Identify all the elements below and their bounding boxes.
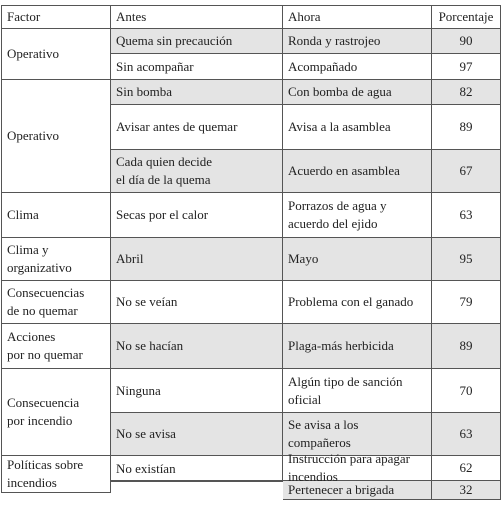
ahora-cell: Mayo [283,238,432,281]
porcentaje-cell: 97 [432,54,501,80]
porcentaje-cell: 90 [432,29,501,54]
antes-cell: No existían [111,456,283,481]
header-cell: Factor [1,5,111,29]
factor-cell: Clima y organizativo [1,238,111,281]
ahora-cell: Instrucción para apagar incendios [283,451,432,484]
antes-cell: Quema sin precaución [111,29,283,54]
porcentaje-cell: 89 [432,324,501,369]
porcentaje-cell: 95 [432,238,501,281]
antes-cell: Secas por el calor [111,193,283,238]
porcentaje-cell: 79 [432,281,501,324]
porcentaje-cell: 89 [432,105,501,150]
ahora-cell: Algún tipo de sanción oficial [283,369,432,413]
ahora-cell: Ronda y rastrojeo [283,29,432,54]
ahora-cell: Avisa a la asamblea [283,105,432,150]
antes-cell: Abril [111,238,283,281]
porcentaje-cell: 67 [432,150,501,193]
ahora-cell: Plaga-más herbicida [283,324,432,369]
porcentaje-cell: 63 [432,193,501,238]
header-cell: Porcentaje [432,5,501,29]
antes-cell: No se veían [111,281,283,324]
porcentaje-cell: 62 [432,456,501,481]
antes-cell: Sin bomba [111,80,283,105]
factor-cell: Clima [1,193,111,238]
antes-cell: Avisar antes de quemar [111,105,283,150]
factor-cell: Operativo [1,80,111,193]
factor-cell: Acciones por no quemar [1,324,111,369]
porcentaje-cell: 63 [432,413,501,456]
antes-cell: Sin acompañar [111,54,283,80]
antes-cell [111,481,283,482]
factor-cell: Consecuencia por incendio [1,369,111,456]
factor-cell: Políticas sobre incendios [1,456,111,493]
ahora-cell: Acuerdo en asamblea [283,150,432,193]
antes-cell: No se hacían [111,324,283,369]
factor-cell: Consecuencias de no quemar [1,281,111,324]
porcentaje-cell: 70 [432,369,501,413]
factor-cell: Operativo [1,29,111,80]
antes-cell: Ninguna [111,369,283,413]
ahora-cell: Problema con el ganado [283,281,432,324]
antes-cell: Cada quien decide el día de la quema [111,150,283,193]
ahora-cell: Pertenecer a brigada [283,481,432,500]
porcentaje-cell: 82 [432,80,501,105]
ahora-cell: Acompañado [283,54,432,80]
porcentaje-cell: 32 [432,481,501,500]
ahora-cell: Se avisa a los compañeros [283,413,432,456]
header-cell: Ahora [283,5,432,29]
header-cell: Antes [111,5,283,29]
ahora-cell: Con bomba de agua [283,80,432,105]
antes-cell: No se avisa [111,413,283,456]
ahora-cell: Porrazos de agua y acuerdo del ejido [283,193,432,238]
